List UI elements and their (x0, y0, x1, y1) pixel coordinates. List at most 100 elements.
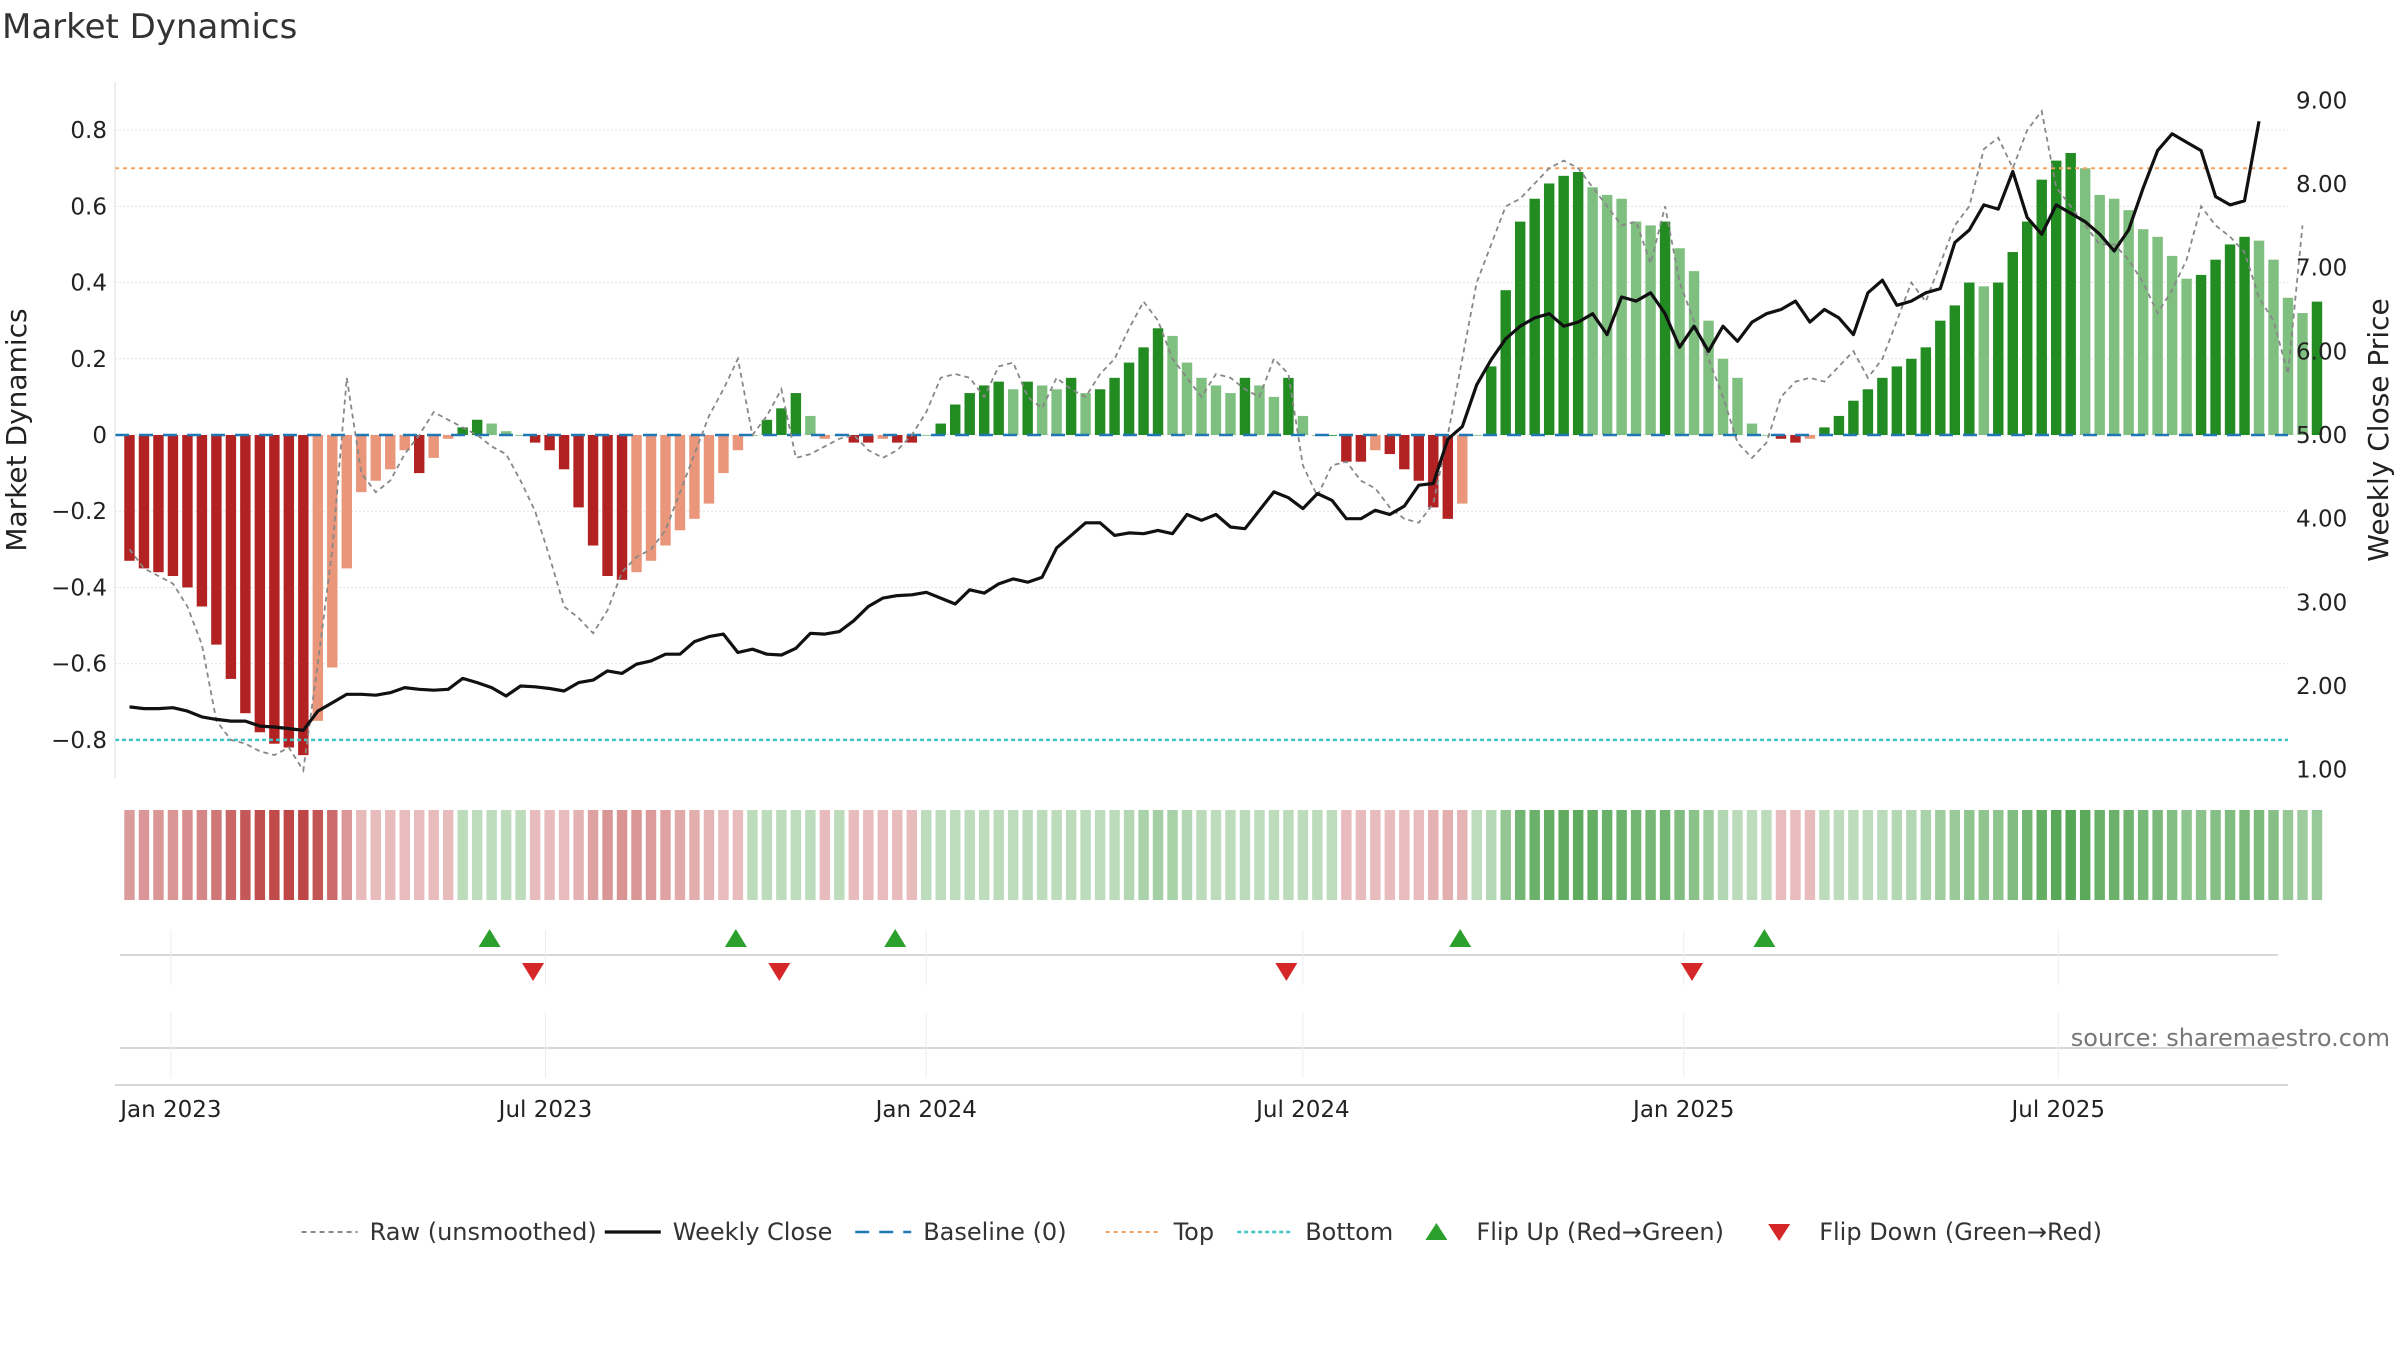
y-tick-label: 0.4 (70, 271, 107, 297)
dynamics-bar (457, 427, 468, 435)
dynamics-bar (1993, 282, 2004, 435)
dynamics-bar (1978, 286, 1989, 435)
strip-cell (732, 810, 744, 900)
dynamics-bar (1877, 377, 1888, 435)
raw-series (128, 108, 2304, 773)
strip-cell (138, 810, 150, 900)
dynamics-bar (1486, 366, 1497, 435)
y2-tick-label: 5.00 (2296, 423, 2347, 449)
flip-down-marker (522, 963, 545, 981)
dynamics-bar (616, 435, 628, 580)
dynamics-bar (1833, 415, 1845, 435)
dynamics-bar (1558, 175, 1569, 435)
dynamics-bar (1152, 328, 1164, 435)
dynamics-bar (211, 435, 222, 645)
dynamics-bar (341, 435, 352, 569)
strip-cell (225, 810, 237, 900)
strip-cell (1254, 810, 1265, 900)
dynamics-bar (515, 435, 526, 436)
strip-cell (1529, 810, 1540, 900)
strip-cell (1428, 810, 1439, 900)
strip-cell (587, 810, 599, 900)
dynamics-bar (587, 435, 599, 546)
strip-cell (2108, 810, 2120, 900)
strip-cell (2195, 810, 2207, 900)
legend-label: Weekly Close (673, 1218, 833, 1246)
dynamics-bar (1399, 435, 1410, 470)
strip-cell (1442, 810, 1453, 900)
strip-cell (1906, 810, 1917, 900)
strip-cell (2181, 810, 2192, 900)
dynamics-bar (2282, 297, 2294, 435)
dynamics-bar (312, 435, 324, 721)
dynamics-bar (1804, 435, 1816, 439)
y-tick-label: 0.8 (70, 118, 107, 144)
legend-item-baseline: Baseline (0) (855, 1218, 1067, 1246)
dynamics-bar (2007, 252, 2018, 435)
dynamics-bar (1964, 282, 1975, 435)
strip-cell (2210, 810, 2221, 900)
dynamics-bar (660, 435, 671, 546)
strip-cell (211, 810, 222, 900)
dynamics-bar (1500, 290, 1511, 435)
strip-cell (2007, 810, 2018, 900)
strip-cell (1819, 810, 1830, 900)
dynamics-bar (1181, 362, 1193, 435)
y-tick-label: −0.8 (51, 728, 107, 754)
dynamics-bar (1080, 393, 1091, 435)
dynamics-bar (1123, 362, 1135, 435)
dynamics-bar (1384, 435, 1396, 455)
dynamics-bar (2022, 221, 2033, 435)
strip-cell (1370, 810, 1381, 900)
strip-cell (616, 810, 628, 900)
dynamics-bar (732, 435, 744, 451)
dynamics-bar (1645, 225, 1656, 435)
strip-cell (877, 810, 889, 900)
strip-cell (1065, 810, 1077, 900)
dynamics-bar (2079, 168, 2091, 435)
y-tick-label: 0.6 (70, 194, 107, 220)
dynamics-bar (1674, 248, 1685, 435)
dynamics-bar (1225, 393, 1236, 435)
strip-cell (486, 810, 497, 900)
dynamics-bar (2268, 259, 2279, 435)
dynamics-bar (298, 435, 309, 756)
legend-item-top: Top (1105, 1218, 1214, 1246)
dynamics-bar (674, 435, 686, 531)
lower-empty-panel (120, 1012, 2278, 1078)
dynamics-bar (1138, 347, 1149, 435)
strip-cell (1659, 810, 1671, 900)
dynamics-bar (1297, 415, 1309, 435)
y-tick-label: 0.2 (70, 347, 107, 373)
strip-cell (805, 810, 816, 900)
strip-cell (1558, 810, 1569, 900)
strip-cell (341, 810, 352, 900)
x-axis: Jan 2023 Jul 2023 Jan 2024 Jul 2024 Jan 2025… (115, 1084, 2288, 1123)
flip-up-marker (1449, 929, 1472, 947)
strip-cell (2166, 810, 2178, 900)
dynamics-bar (196, 435, 208, 607)
axes: −0.8 −0.6 −0.4 −0.2 0 0.2 0.4 0.6 0.8 1.00 2.00 3.0… (51, 82, 2347, 784)
dynamics-bar (1630, 221, 1642, 435)
strip-cell (124, 810, 135, 900)
x-tick-label: Jan 2025 (1631, 1097, 1734, 1123)
dynamics-bar (1065, 377, 1077, 435)
regime-heat-strip (124, 810, 2323, 900)
strip-cell (892, 810, 903, 900)
strip-cell (327, 810, 338, 900)
dynamics-bar (1949, 305, 1961, 435)
strip-cell (1978, 810, 1989, 900)
strip-cell (1703, 810, 1714, 900)
strip-cell (370, 810, 381, 900)
strip-cell (689, 810, 700, 900)
strip-cell (1022, 810, 1033, 900)
strip-cell (776, 810, 787, 900)
strip-cell (602, 810, 613, 900)
y-tick-label: −0.4 (51, 575, 107, 601)
strip-cell (414, 810, 425, 900)
dynamics-bar (1007, 389, 1019, 435)
dynamics-bar (2195, 274, 2207, 435)
x-tick-label: Jul 2025 (2009, 1097, 2105, 1123)
dynamics-bar (906, 435, 917, 443)
strip-cell (1601, 810, 1613, 900)
